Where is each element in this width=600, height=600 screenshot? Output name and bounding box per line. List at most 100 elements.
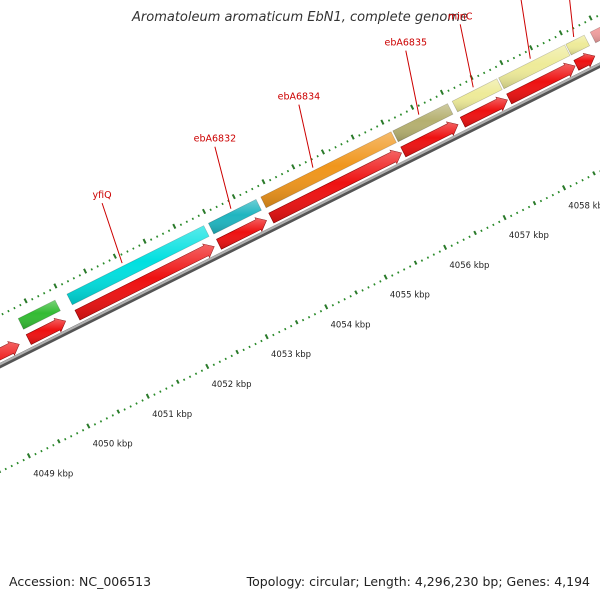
scale-minor-tick: [539, 199, 543, 203]
scale-minor-tick: [200, 369, 204, 372]
outer-minor-tick: [524, 50, 527, 54]
gene-bar-minE[interactable]: [565, 34, 591, 56]
outer-minor-tick: [328, 149, 331, 152]
scale-minor-tick: [230, 354, 233, 358]
outer-minor-tick: [257, 184, 260, 188]
scale-minor-tick: [284, 327, 287, 331]
major-ticks: [0, 171, 596, 474]
scale-major-tick: [473, 230, 477, 236]
outer-minor-tick: [542, 41, 545, 45]
outer-minor-tick: [435, 95, 438, 98]
scale-minor-tick: [391, 274, 394, 277]
scale-minor-tick: [254, 342, 257, 346]
scale-minor-tick: [450, 244, 453, 247]
scale-minor-tick: [99, 420, 103, 423]
outer-major-tick: [439, 89, 444, 96]
gene-label-yfiQ[interactable]: yfiQ: [93, 190, 112, 201]
scale-minor-tick: [587, 175, 590, 179]
gene-label-ebA6835[interactable]: ebA6835: [385, 38, 428, 49]
scale-minor-tick: [361, 289, 364, 292]
scale-minor-tick: [480, 229, 483, 233]
scale-minor-tick: [509, 214, 513, 218]
scale-minor-tick: [75, 432, 79, 435]
outer-minor-tick: [459, 83, 462, 87]
callout-leader: [459, 24, 474, 88]
scale-minor-tick: [153, 393, 156, 396]
scale-minor-tick: [426, 256, 430, 259]
scale-minor-tick: [343, 298, 346, 301]
scale-major-tick: [354, 290, 358, 295]
scale-minor-tick: [557, 190, 560, 194]
scale-minor-tick: [242, 348, 245, 352]
scale-minor-tick: [93, 423, 97, 426]
outer-minor-tick: [512, 56, 516, 60]
outer-minor-tick: [161, 232, 165, 235]
outer-minor-tick: [364, 131, 367, 134]
scale-major-tick: [592, 171, 596, 176]
outer-minor-tick: [393, 116, 397, 119]
scale-major-tick: [116, 409, 121, 414]
scale-minor-tick: [408, 265, 412, 268]
outer-major-tick: [202, 208, 207, 215]
outer-minor-tick: [96, 265, 99, 268]
kbp-label: 4055 kbp: [390, 291, 430, 301]
outer-minor-tick: [536, 44, 539, 48]
outer-minor-tick: [251, 187, 254, 191]
outer-minor-tick: [304, 160, 307, 164]
scale-minor-tick: [260, 339, 263, 343]
scale-major-tick: [383, 274, 388, 280]
scale-minor-tick: [575, 181, 578, 185]
scale-minor-tick: [545, 196, 549, 200]
scale-minor-tick: [16, 461, 19, 465]
scale-minor-tick: [515, 211, 519, 215]
scale-minor-tick: [521, 208, 525, 212]
callout-leader: [405, 50, 420, 115]
scale-minor-tick: [46, 446, 49, 450]
outer-minor-tick: [453, 86, 456, 90]
callout-leader: [520, 0, 531, 59]
outer-minor-tick: [316, 155, 319, 158]
outer-minor-tick: [477, 74, 480, 78]
outer-major-tick: [588, 15, 593, 21]
scale-minor-tick: [301, 318, 305, 322]
kbp-label: 4057 kbp: [509, 231, 549, 241]
gene-bars: [17, 26, 600, 330]
scale-minor-tick: [438, 250, 442, 253]
scale-major-tick: [502, 214, 507, 221]
scale-minor-tick: [34, 452, 37, 456]
outer-minor-tick: [595, 15, 599, 18]
scale-major-tick: [176, 379, 180, 385]
scale-minor-tick: [486, 226, 489, 230]
outer-minor-tick: [334, 146, 337, 149]
outer-major-tick: [320, 149, 325, 155]
scale-minor-tick: [456, 241, 459, 244]
map-title: Aromatoleum aromaticum EbN1, complete ge…: [132, 10, 468, 25]
scale-minor-tick: [272, 333, 275, 337]
scale-minor-tick: [569, 184, 572, 188]
outer-minor-tick: [239, 193, 242, 197]
scale-minor-tick: [194, 372, 198, 375]
scale-minor-tick: [10, 464, 13, 468]
gene-label-ebA6834[interactable]: ebA6834: [278, 92, 321, 103]
kbp-label: 4049 kbp: [33, 469, 73, 479]
scale-minor-tick: [4, 467, 7, 471]
accession-label: Accession: NC_006513: [9, 574, 152, 589]
scale-minor-tick: [397, 271, 400, 274]
gene-label-ebA6832[interactable]: ebA6832: [194, 134, 237, 145]
outer-minor-tick: [7, 309, 10, 313]
outer-minor-tick: [31, 297, 34, 301]
gene-label-minC[interactable]: minC: [448, 11, 473, 22]
outer-minor-tick: [179, 223, 183, 226]
scale-minor-tick: [319, 309, 323, 313]
outer-minor-tick: [429, 98, 432, 101]
outer-minor-tick: [274, 175, 278, 179]
callout-leader: [214, 146, 232, 209]
kbp-label: 4058 kbp: [568, 201, 600, 211]
scale-minor-tick: [367, 286, 370, 289]
outer-minor-tick: [209, 208, 212, 212]
outer-minor-tick: [197, 214, 200, 218]
scale-minor-tick: [218, 360, 222, 364]
outer-minor-tick: [506, 59, 510, 63]
scale-minor-tick: [432, 253, 436, 256]
